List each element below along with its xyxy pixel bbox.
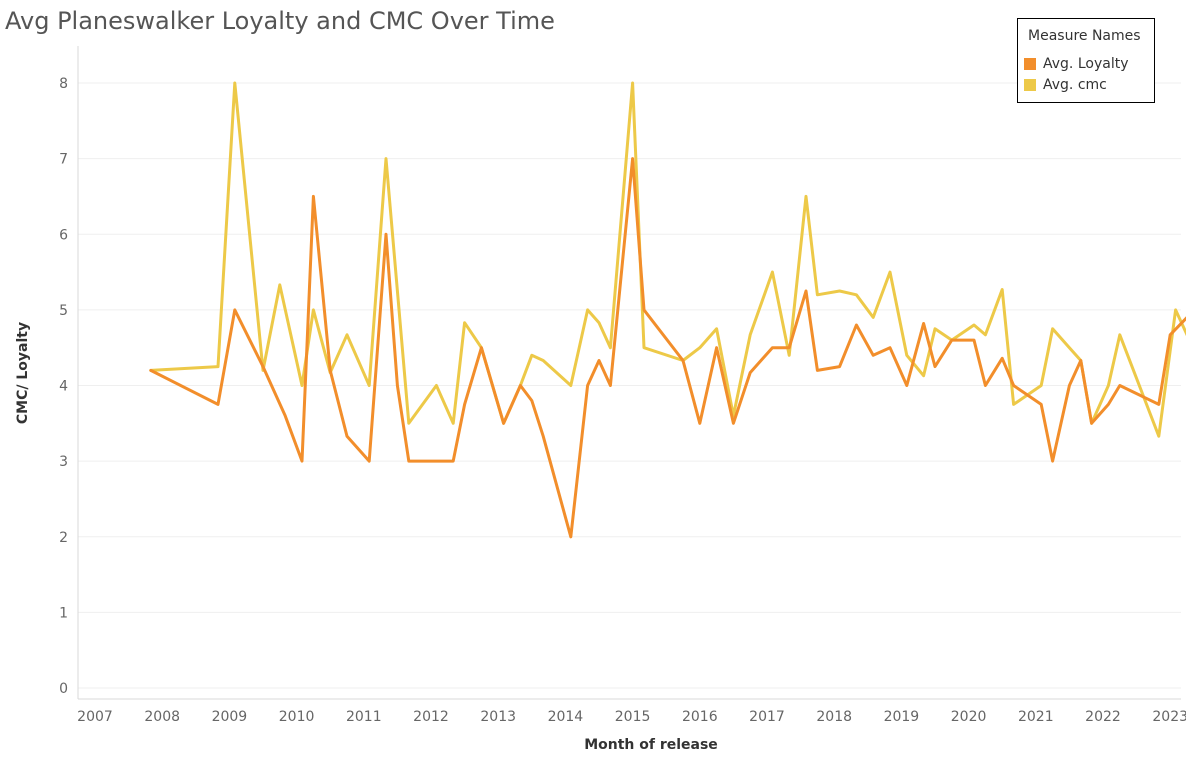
x-tick-label: 2017 bbox=[749, 709, 785, 725]
legend-swatch-cmc bbox=[1024, 79, 1036, 91]
legend-item-loyalty[interactable]: Avg. Loyalty bbox=[1024, 55, 1128, 73]
x-tick-label: 2021 bbox=[1018, 709, 1054, 725]
x-tick-label: 2014 bbox=[548, 709, 584, 725]
x-tick-label: 2018 bbox=[816, 709, 852, 725]
y-tick-label: 6 bbox=[59, 227, 68, 243]
y-tick-label: 0 bbox=[59, 681, 68, 697]
x-tick-label: 2010 bbox=[279, 709, 315, 725]
chart-title: Avg Planeswalker Loyalty and CMC Over Ti… bbox=[5, 7, 555, 35]
legend-item-cmc[interactable]: Avg. cmc bbox=[1024, 76, 1107, 94]
y-tick-label: 3 bbox=[59, 454, 68, 470]
y-axis-title: CMC/ Loyalty bbox=[15, 322, 31, 424]
y-tick-label: 1 bbox=[59, 605, 68, 621]
series-line-loyalty bbox=[149, 157, 1186, 539]
legend-label-cmc: Avg. cmc bbox=[1043, 77, 1107, 93]
y-tick-label: 8 bbox=[59, 76, 68, 92]
x-tick-label: 2023 bbox=[1152, 709, 1186, 725]
x-tick-label: 2011 bbox=[346, 709, 382, 725]
legend-swatch-loyalty bbox=[1024, 58, 1036, 70]
x-tick-label: 2016 bbox=[682, 709, 718, 725]
x-tick-label: 2008 bbox=[144, 709, 180, 725]
x-tick-label: 2013 bbox=[480, 709, 516, 725]
series-line-cmc bbox=[149, 81, 1186, 438]
series-lines bbox=[149, 81, 1186, 539]
legend-label-loyalty: Avg. Loyalty bbox=[1043, 56, 1129, 72]
x-tick-label: 2007 bbox=[77, 709, 113, 725]
x-tick-label: 2012 bbox=[413, 709, 449, 725]
x-axis-title: Month of release bbox=[584, 737, 718, 753]
x-tick-label: 2022 bbox=[1085, 709, 1121, 725]
x-tick-label: 2019 bbox=[884, 709, 920, 725]
x-tick-label: 2009 bbox=[212, 709, 248, 725]
x-tick-label: 2015 bbox=[615, 709, 651, 725]
gridlines bbox=[78, 82, 1181, 689]
y-tick-label: 7 bbox=[59, 152, 68, 168]
axes: 0 1 2 3 4 5 6 7 8 2007 2008 2009 2010 2011 2012 2013 201… bbox=[59, 46, 1186, 725]
y-tick-label: 2 bbox=[59, 530, 68, 546]
legend: Measure Names Avg. Loyalty Avg. cmc bbox=[1017, 18, 1155, 103]
legend-title: Measure Names bbox=[1028, 28, 1141, 44]
y-tick-label: 5 bbox=[59, 303, 68, 319]
y-tick-label: 4 bbox=[59, 379, 68, 395]
x-tick-label: 2020 bbox=[951, 709, 987, 725]
